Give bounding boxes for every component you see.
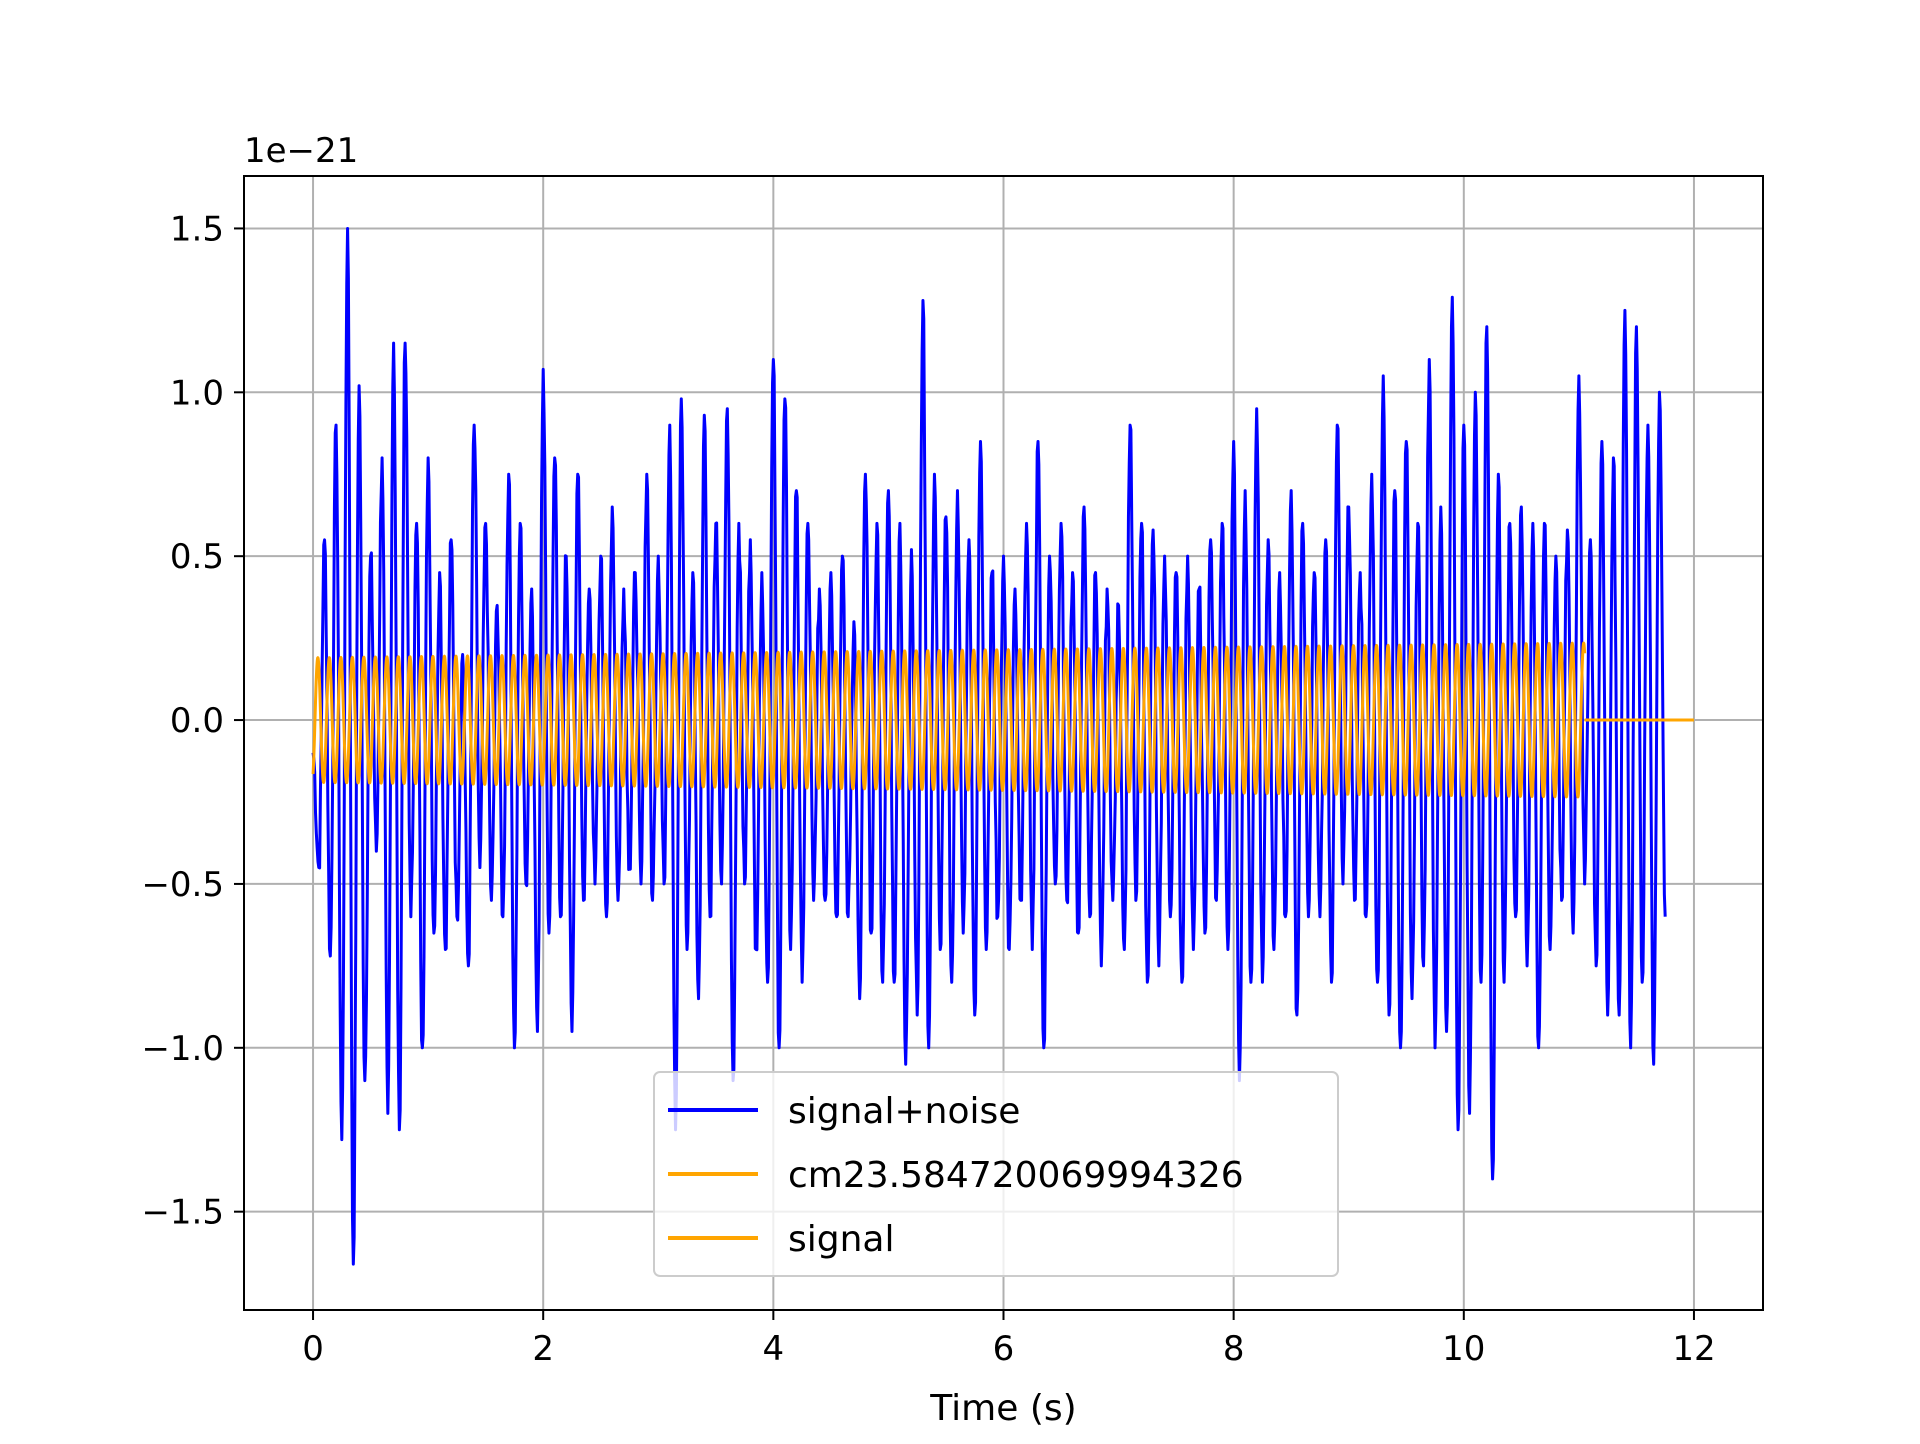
x-axis-label: Time (s) [929,1388,1076,1429]
x-tick-label: 0 [302,1329,324,1369]
legend-label: cm23.584720069994326 [788,1155,1244,1196]
y-tick-label: −1.0 [141,1029,224,1069]
x-tick-label: 8 [1223,1329,1245,1369]
legend-label: signal+noise [788,1091,1020,1132]
y-tick-label: −1.5 [141,1193,224,1233]
legend: signal+noise cm23.584720069994326 signal [653,1071,1339,1277]
tick-layer: 0 2 4 6 8 10 12 −1.5 −1.0 −0.5 0.0 0.5 1.0 1.5 [141,209,1715,1369]
x-tick-label: 12 [1672,1329,1715,1369]
x-tick-label: 2 [532,1329,554,1369]
y-tick-label: 1.5 [170,209,224,249]
plot-layer [311,226,1694,1266]
legend-box [653,1071,1339,1277]
series-line-cm23-584720069994326 [311,641,1587,799]
y-tick-label: −0.5 [141,865,224,905]
y-tick-label: 0.0 [170,701,224,741]
x-tick-label: 4 [763,1329,785,1369]
legend-label: signal [788,1219,895,1260]
x-tick-label: 10 [1442,1329,1485,1369]
x-tick-label: 6 [993,1329,1015,1369]
y-tick-label: 1.0 [170,373,224,413]
y-tick-label: 0.5 [170,537,224,577]
y-axis-offset-label: 1e−21 [244,131,358,171]
